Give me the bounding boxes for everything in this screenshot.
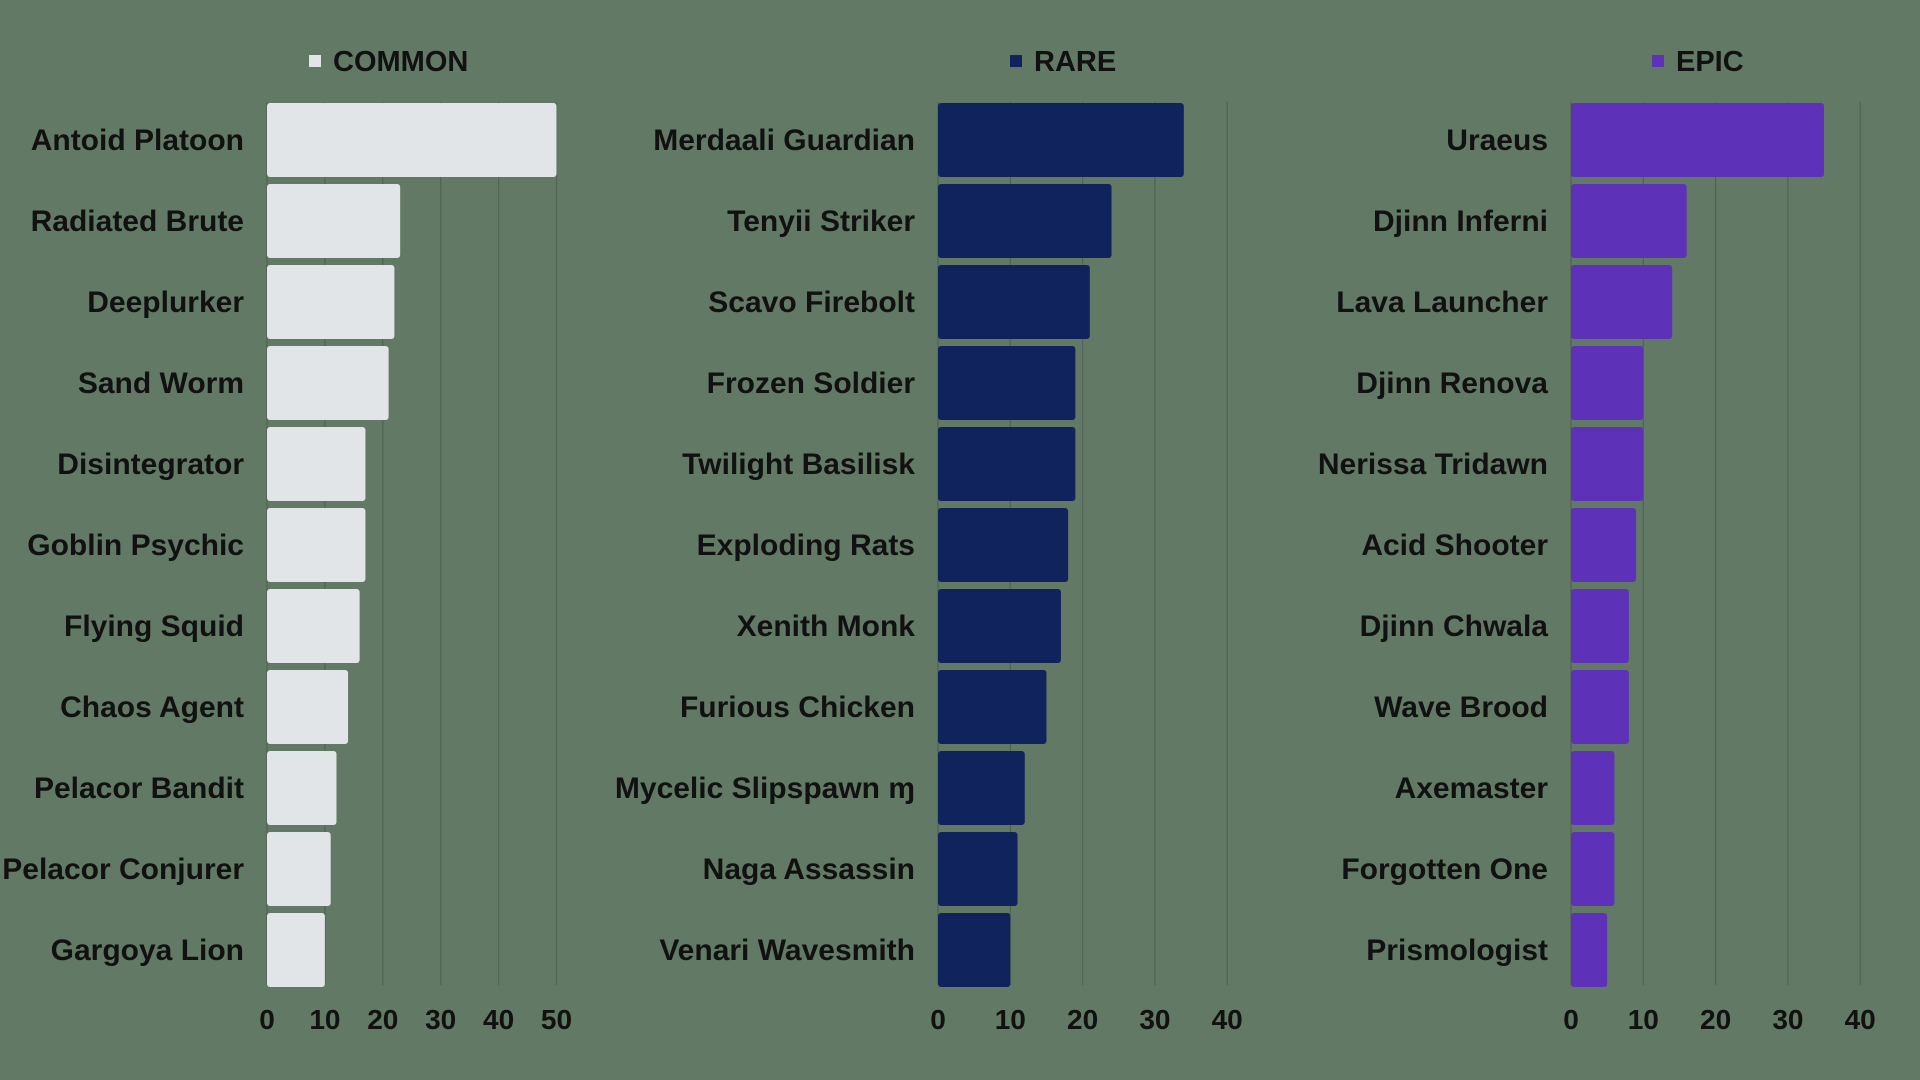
bar: [267, 265, 395, 339]
category-label: Twilight Basilisk: [682, 448, 915, 481]
x-tick-label: 30: [1139, 1004, 1170, 1035]
x-tick-label: 50: [541, 1004, 572, 1035]
x-tick-label: 40: [1212, 1004, 1243, 1035]
x-tick-label: 40: [483, 1004, 514, 1035]
x-tick-label: 0: [259, 1004, 275, 1035]
bar: [267, 103, 557, 177]
chart-panel-epic: Uraeus Djinn Inferni Lava Launcher Djinn Re…: [1318, 46, 1876, 1035]
bar: [1571, 427, 1644, 501]
category-label: Pelacor Conjurer: [2, 853, 244, 886]
x-tick-label: 0: [1563, 1004, 1579, 1035]
category-label: Antoid Platoon: [31, 124, 244, 157]
category-label: Radiated Brute: [31, 205, 244, 238]
bar: [1571, 670, 1629, 744]
category-label: Axemaster: [1395, 772, 1549, 805]
bar: [1571, 832, 1615, 906]
bar: [938, 508, 1069, 582]
bar: [938, 346, 1076, 420]
bar: [938, 265, 1090, 339]
x-tick-label: 30: [1772, 1004, 1803, 1035]
bar: [1571, 589, 1629, 663]
category-label: Scavo Firebolt: [708, 286, 915, 319]
category-label: Frozen Soldier: [707, 367, 916, 400]
category-label: Chaos Agent: [60, 691, 244, 724]
chart-panel-common: Antoid Platoon Radiated Brute Deeplurker Sa…: [2, 46, 572, 1035]
x-tick-label: 30: [425, 1004, 456, 1035]
legend-swatch: [1010, 55, 1022, 67]
legend-swatch: [309, 55, 321, 67]
category-label: Uraeus: [1446, 124, 1548, 157]
bar: [1571, 346, 1644, 420]
category-label: Djinn Renova: [1356, 367, 1548, 400]
legend-label: EPIC: [1676, 46, 1744, 78]
bar: [1571, 103, 1825, 177]
category-label: Djinn Chwala: [1360, 610, 1549, 643]
category-label: Flying Squid: [64, 610, 244, 643]
bar: [267, 508, 366, 582]
category-label: Mycelic Slipspawn ɱ: [615, 772, 915, 805]
bar: [938, 670, 1047, 744]
bar: [938, 184, 1112, 258]
category-label: Naga Assassin: [703, 853, 915, 886]
bar: [938, 751, 1025, 825]
category-label: Furious Chicken: [680, 691, 915, 724]
x-tick-label: 20: [367, 1004, 398, 1035]
category-label: Pelacor Bandit: [34, 772, 244, 805]
category-label: Prismologist: [1366, 934, 1548, 967]
category-label: Merdaali Guardian: [653, 124, 915, 157]
category-label: Goblin Psychic: [27, 529, 244, 562]
category-label: Acid Shooter: [1361, 529, 1548, 562]
category-label: Lava Launcher: [1336, 286, 1548, 319]
bar: [938, 427, 1076, 501]
category-label: Venari Wavesmith: [659, 934, 915, 967]
category-label: Deeplurker: [87, 286, 244, 319]
bar: [1571, 913, 1608, 987]
category-label: Wave Brood: [1374, 691, 1548, 724]
bar: [267, 427, 366, 501]
bar: [267, 913, 325, 987]
bar: [267, 589, 360, 663]
legend-label: COMMON: [333, 46, 468, 78]
legend-label: RARE: [1034, 46, 1116, 78]
x-tick-label: 40: [1845, 1004, 1876, 1035]
bar: [938, 589, 1061, 663]
bar: [1571, 184, 1687, 258]
category-label: Djinn Inferni: [1373, 205, 1548, 238]
bar: [267, 832, 331, 906]
category-label: Disintegrator: [57, 448, 244, 481]
bar: [938, 832, 1018, 906]
category-label: Tenyii Striker: [727, 205, 915, 238]
bar: [1571, 751, 1615, 825]
bar: [1571, 265, 1673, 339]
category-label: Forgotten One: [1341, 853, 1548, 886]
x-tick-label: 0: [930, 1004, 946, 1035]
legend-swatch: [1652, 55, 1664, 67]
category-label: Gargoya Lion: [51, 934, 244, 967]
bar: [267, 184, 401, 258]
bar: [267, 751, 337, 825]
category-label: Exploding Rats: [697, 529, 915, 562]
x-tick-label: 20: [1700, 1004, 1731, 1035]
category-label: Xenith Monk: [737, 610, 916, 643]
category-label: Sand Worm: [78, 367, 244, 400]
bar: [938, 103, 1184, 177]
x-tick-label: 20: [1067, 1004, 1098, 1035]
chart-panel-rare: Merdaali Guardian Tenyii Striker Scavo Fir…: [615, 46, 1243, 1035]
bar: [267, 670, 349, 744]
x-tick-label: 10: [995, 1004, 1026, 1035]
bar: [938, 913, 1011, 987]
x-tick-label: 10: [1628, 1004, 1659, 1035]
x-tick-label: 10: [309, 1004, 340, 1035]
bar: [1571, 508, 1637, 582]
bar: [267, 346, 389, 420]
category-label: Nerissa Tridawn: [1318, 448, 1548, 481]
